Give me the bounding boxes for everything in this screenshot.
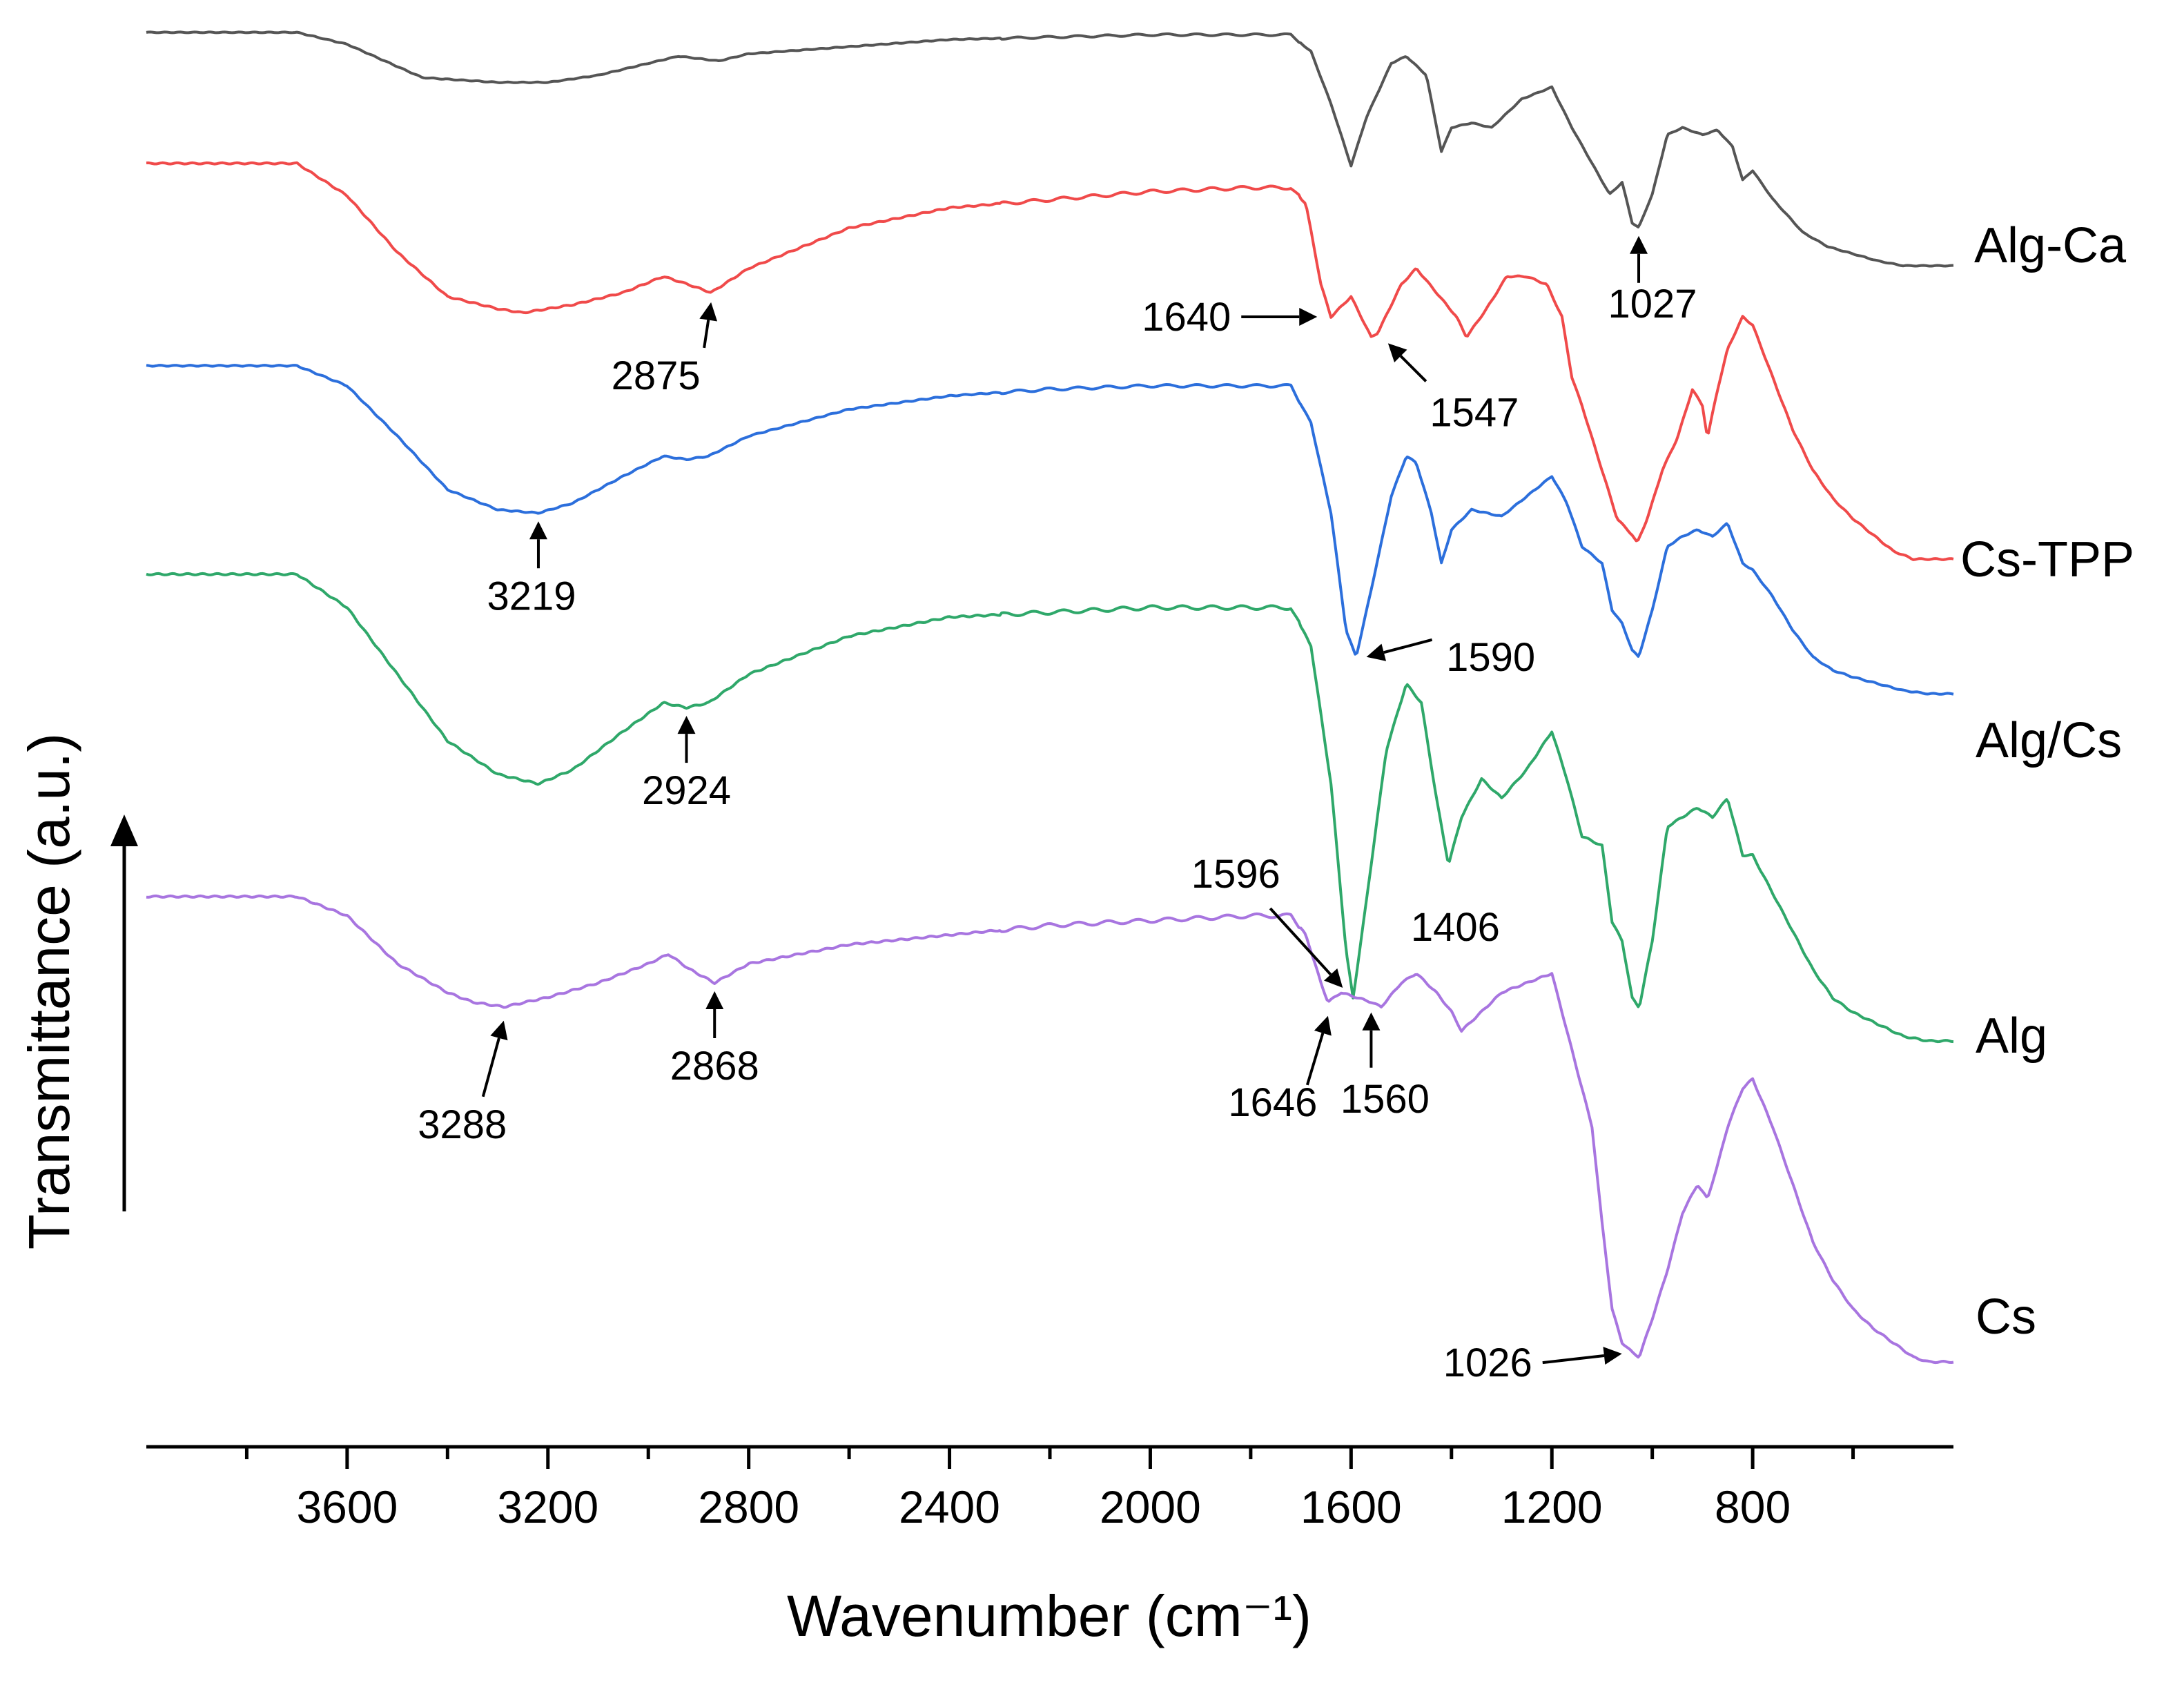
annotation-arrow-shaft-1646	[1305, 1033, 1325, 1086]
series-label-cs-tpp: Cs-TPP	[1960, 532, 2134, 587]
annotation-1646: 1646	[1228, 1015, 1332, 1125]
annotation-arrow-head-2868	[705, 991, 724, 1009]
annotation-layer: 1027 2875 1640 1547 3219 1590 2924 1596 1406 3288…	[418, 235, 1697, 1385]
annotation-label-1646: 1646	[1228, 1080, 1317, 1125]
annotation-2875: 2875	[612, 302, 718, 398]
annotation-arrow-shaft-1026	[1542, 1354, 1605, 1365]
annotation-arrow-head-1590	[1366, 643, 1387, 661]
series-line-cs-tpp	[146, 161, 1954, 561]
series-layer: Alg-Ca Cs-TPP Alg/Cs Alg Cs	[146, 30, 2134, 1365]
annotation-1590: 1590	[1366, 635, 1535, 680]
x-tick-label-2800: 2800	[698, 1481, 799, 1532]
annotation-label-1026: 1026	[1443, 1340, 1532, 1385]
annotation-arrow-head-1560	[1362, 1012, 1381, 1031]
annotation-label-2868: 2868	[670, 1044, 759, 1089]
annotation-arrow-head-1640	[1299, 308, 1318, 326]
annotation-arrow-shaft-1596	[1269, 907, 1332, 976]
x-tick-label-3600: 3600	[296, 1481, 398, 1532]
annotation-arrow-shaft-1547	[1399, 355, 1427, 382]
series-line-alg	[146, 572, 1954, 1044]
x-tick-label-800: 800	[1715, 1481, 1791, 1532]
annotation-label-1640: 1640	[1142, 295, 1231, 340]
y-axis-arrow	[110, 815, 138, 1211]
x-tick-label-2000: 2000	[1100, 1481, 1201, 1532]
annotation-arrow-head-3219	[529, 521, 547, 540]
annotation-arrow-head-2875	[699, 302, 718, 322]
annotation-label-1596: 1596	[1191, 852, 1280, 897]
annotation-arrow-head-1027	[1630, 235, 1648, 254]
annotation-2924: 2924	[642, 716, 731, 813]
y-axis-title: Transmittance (a.u.)	[17, 733, 81, 1249]
annotation-arrow-head-2924	[677, 716, 696, 734]
x-axis-title: Wavenumber (cm⁻¹)	[787, 1583, 1312, 1648]
series-label-alg-ca: Alg-Ca	[1974, 218, 2127, 273]
annotation-label-3288: 3288	[418, 1102, 507, 1147]
annotation-1560: 1560	[1340, 1012, 1430, 1122]
annotation-arrow-head-1596	[1324, 968, 1343, 988]
x-tick-label-2400: 2400	[899, 1481, 1000, 1532]
annotation-1406: 1406	[1411, 905, 1500, 950]
annotation-label-1547: 1547	[1430, 390, 1519, 435]
annotation-label-2875: 2875	[612, 353, 701, 398]
x-tick-label-1600: 1600	[1300, 1481, 1402, 1532]
annotation-2868: 2868	[670, 991, 759, 1089]
annotation-arrow-shaft-3288	[481, 1037, 500, 1098]
series-label-alg: Alg	[1976, 1008, 2047, 1064]
annotation-3288: 3288	[418, 1020, 508, 1147]
annotation-label-3219: 3219	[487, 574, 576, 618]
annotation-label-1027: 1027	[1608, 282, 1697, 326]
series-line-alg-cs	[146, 364, 1954, 696]
annotation-1547: 1547	[1387, 343, 1519, 435]
annotation-3219: 3219	[487, 521, 576, 618]
annotation-1596: 1596	[1191, 852, 1343, 988]
annotation-arrow-shaft-2875	[703, 320, 710, 349]
annotation-arrow-head-1547	[1387, 343, 1407, 362]
annotation-arrow-shaft-1590	[1383, 638, 1433, 654]
series-line-alg-ca	[146, 30, 1954, 268]
annotation-label-1590: 1590	[1446, 635, 1535, 680]
annotation-1026: 1026	[1443, 1340, 1622, 1385]
annotation-1027: 1027	[1608, 235, 1697, 326]
x-tick-label-1200: 1200	[1501, 1481, 1603, 1532]
annotation-arrow-head-3288	[490, 1020, 508, 1041]
annotation-arrow-head-1026	[1603, 1347, 1622, 1365]
annotation-label-2924: 2924	[642, 768, 731, 813]
series-line-cs	[146, 894, 1954, 1365]
x-tick-label-3200: 3200	[497, 1481, 598, 1532]
series-label-cs: Cs	[1976, 1289, 2036, 1345]
series-label-alg-cs: Alg/Cs	[1976, 713, 2122, 768]
annotation-arrow-head-1646	[1314, 1015, 1332, 1036]
annotation-1640: 1640	[1142, 295, 1318, 340]
x-axis: 3600 3200 2800 2400 2000 1600 1200 800	[146, 1445, 1953, 1532]
annotation-label-1560: 1560	[1340, 1077, 1430, 1122]
annotation-label-1406: 1406	[1411, 905, 1500, 950]
